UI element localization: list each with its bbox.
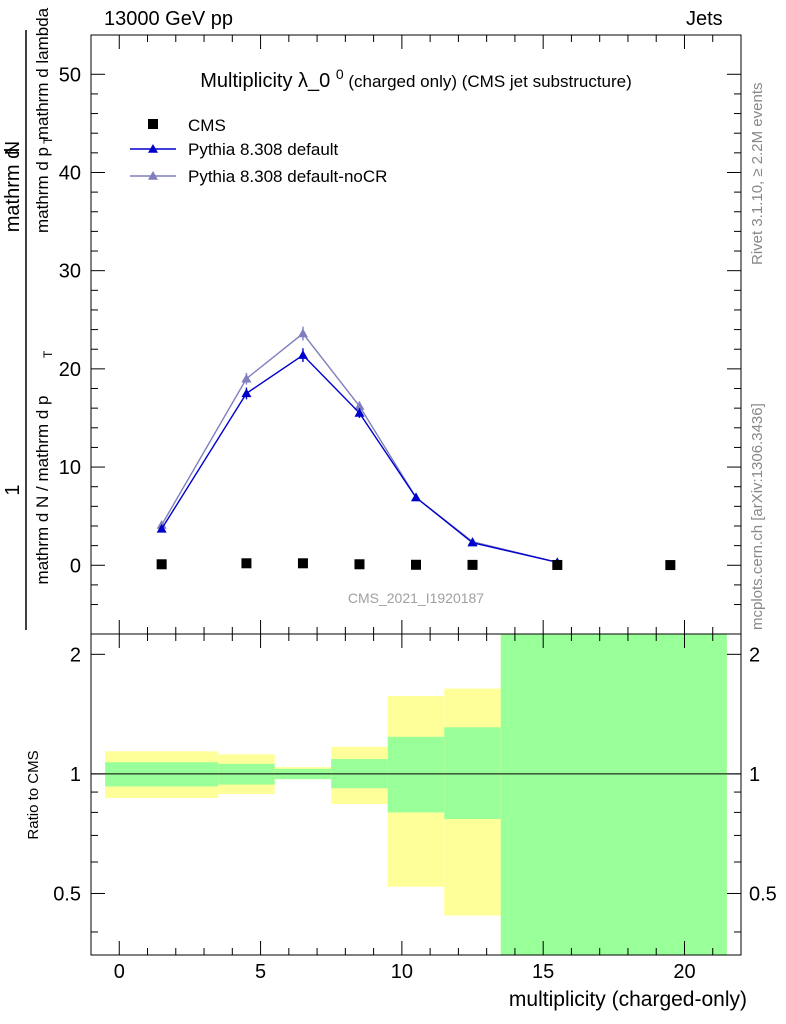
legend-marker-cms <box>148 119 158 129</box>
cms-point <box>552 559 563 570</box>
x-tick-label: 15 <box>532 961 554 983</box>
series-default-point <box>156 523 167 533</box>
ratio-y-tick-label: 2 <box>70 644 81 666</box>
y-label-numerator-2a: mathrm d <box>2 148 24 232</box>
cms-point <box>411 559 421 570</box>
chart-title: Multiplicity λ_0 0 (charged only) (CMS j… <box>200 66 632 92</box>
analysis-watermark: CMS_2021_I1920187 <box>348 590 484 606</box>
y-tick-label: 20 <box>59 359 81 381</box>
legend-label-nocr: Pythia 8.308 default-noCR <box>188 167 387 186</box>
header-left: 13000 GeV pp <box>104 8 233 30</box>
y-tick-label: 30 <box>59 261 81 283</box>
y-tick-label: 40 <box>59 162 81 184</box>
series-nocr-line <box>161 332 558 563</box>
y-tick-label: 10 <box>59 457 81 479</box>
legend-marker-nocr <box>148 171 158 180</box>
x-axis-label: multiplicity (charged-only) <box>509 988 747 1011</box>
cms-point <box>467 559 478 570</box>
series-nocr-point <box>354 401 365 410</box>
series-nocr-point <box>241 373 252 383</box>
legend-label-default: Pythia 8.308 default <box>188 140 339 159</box>
ratio-band-inner-4 <box>387 736 445 813</box>
ratio-band-inner-6 <box>500 634 727 955</box>
series-default-line <box>161 354 558 563</box>
series-default-point <box>297 350 308 359</box>
header-right: Jets <box>686 8 723 30</box>
x-tick-label: 5 <box>255 961 266 983</box>
legend-label-cms: CMS <box>188 116 226 135</box>
ratio-y-axis-label: Ratio to CMS <box>25 750 42 839</box>
series-default-point <box>241 388 252 398</box>
y-label-denominator-2a: mathrm d p <box>33 147 52 233</box>
y-tick-label: 50 <box>59 64 81 86</box>
ratio-band-inner-5 <box>444 727 501 819</box>
series-nocr-point <box>297 328 308 338</box>
legend-marker-default <box>148 144 158 153</box>
y-tick-label: 0 <box>70 555 81 577</box>
cms-point <box>297 558 308 569</box>
y-label-denominator-1: mathrm d N / mathrm d p <box>33 396 52 585</box>
cms-point <box>354 559 365 570</box>
ratio-y-tick-label-right: 1 <box>749 764 760 786</box>
ratio-y-tick-label: 0.5 <box>53 883 81 905</box>
x-tick-label: 10 <box>391 961 413 983</box>
y-label-sub-t2: T <box>41 136 55 144</box>
cms-point <box>665 560 676 571</box>
x-tick-label: 0 <box>114 961 125 983</box>
y-label-numerator-1: 1 <box>2 484 24 495</box>
ratio-y-tick-label-right: 2 <box>749 644 760 666</box>
rivet-version-text: Rivet 3.1.10, ≥ 2.2M events <box>749 83 766 266</box>
y-label-sub-t1: T <box>41 350 55 358</box>
series-default-point <box>467 537 478 547</box>
series-default-point <box>354 408 365 417</box>
ratio-y-tick-label: 1 <box>70 764 81 786</box>
y-label-denominator-2b: mathrm d lambda <box>33 7 52 140</box>
x-tick-label: 20 <box>673 961 695 983</box>
mcplots-credit-text: mcplots.cern.ch [arXiv:1306.3436] <box>749 403 766 630</box>
series-default-point <box>411 492 421 502</box>
ratio-y-tick-label-right: 0.5 <box>749 883 777 905</box>
y-label-numerator-2b: N <box>2 141 24 155</box>
cms-point <box>241 558 252 569</box>
cms-point <box>156 559 167 570</box>
lower-frame <box>90 633 742 956</box>
